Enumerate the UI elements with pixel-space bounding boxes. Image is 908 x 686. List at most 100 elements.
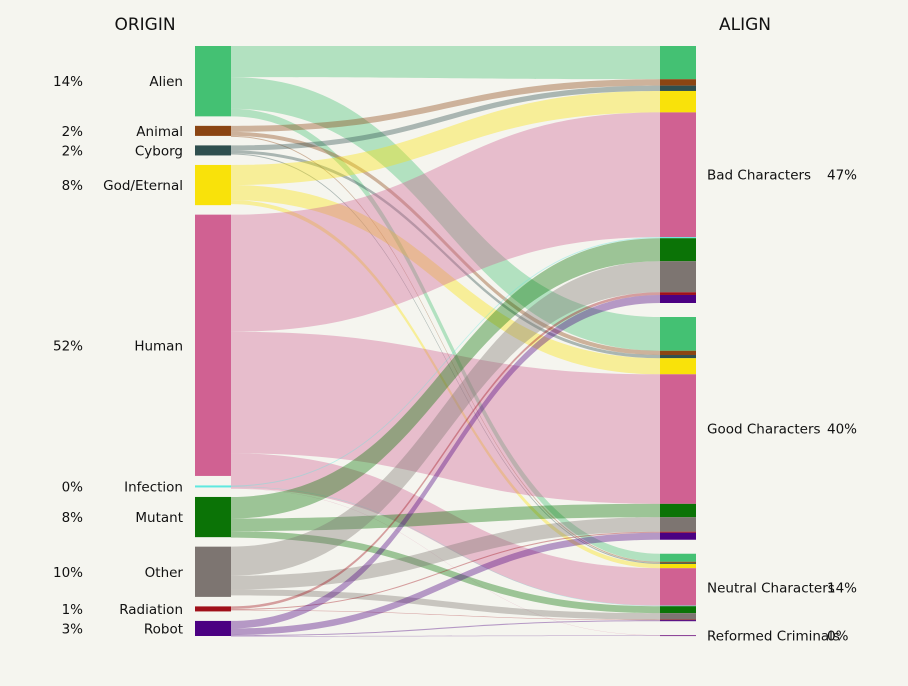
- source-pct-cyborg: 2%: [62, 143, 84, 159]
- flow-god-eternal-to-good-characters: [231, 185, 660, 375]
- flow-mutant-to-bad-characters: [231, 238, 660, 519]
- source-label-mutant: Mutant: [135, 510, 183, 526]
- target-segment-neutral-characters-human: [660, 568, 696, 606]
- node-labels: 14% Alien 2% Animal 2% Cyborg 8% God/Eternal 52%…: [53, 74, 857, 644]
- target-segment-bad-characters-human: [660, 112, 696, 238]
- target-pct-bad-characters: 47%: [827, 168, 857, 184]
- source-label-infection: Infection: [124, 479, 183, 495]
- flow-radiation-to-bad-characters: [231, 292, 660, 609]
- target-segment-bad-characters-god-eternal: [660, 90, 696, 113]
- target-segment-bad-characters-animal: [660, 79, 696, 86]
- target-segment-good-characters-alien: [660, 317, 696, 351]
- target-label-bad-characters: Bad Characters: [707, 168, 811, 184]
- flow-robot-to-good-characters: [231, 532, 660, 635]
- source-pct-other: 10%: [53, 565, 83, 581]
- target-label-neutral-characters: Neutral Characters: [707, 580, 835, 596]
- target-pct-reformed-criminals: 0%: [827, 629, 849, 645]
- flow-human-to-bad-characters: [231, 112, 660, 332]
- flow-mutant-to-good-characters: [231, 503, 660, 532]
- source-pct-alien: 14%: [53, 74, 83, 90]
- source-pct-robot: 3%: [62, 621, 84, 637]
- source-bar-cyborg: [195, 145, 231, 156]
- flow-animal-to-good-characters: [231, 131, 660, 356]
- source-label-radiation: Radiation: [119, 602, 183, 618]
- source-pct-god-eternal: 8%: [62, 178, 84, 194]
- flow-animal-to-neutral-characters: [231, 135, 660, 563]
- flow-alien-to-neutral-characters: [231, 108, 660, 562]
- source-bar-animal: [195, 125, 231, 136]
- target-segment-good-characters-robot: [660, 532, 696, 540]
- flow-god-eternal-to-bad-characters: [231, 90, 660, 186]
- flow-other-to-bad-characters: [231, 261, 660, 576]
- node-bars: [195, 46, 696, 637]
- origin-header: ORIGIN: [114, 15, 175, 35]
- source-bar-robot: [195, 620, 231, 636]
- source-pct-human: 52%: [53, 338, 83, 354]
- target-segment-good-characters-animal: [660, 350, 696, 356]
- source-bar-radiation: [195, 606, 231, 612]
- flow-cyborg-to-neutral-characters: [231, 153, 660, 564]
- source-label-robot: Robot: [144, 621, 183, 637]
- target-segment-neutral-characters-other: [660, 613, 696, 620]
- target-segment-neutral-characters-alien: [660, 553, 696, 562]
- source-bar-infection: [195, 485, 231, 488]
- source-bar-mutant: [195, 496, 231, 538]
- target-segment-bad-characters-mutant: [660, 238, 696, 262]
- align-header: ALIGN: [719, 15, 771, 35]
- target-segment-good-characters-radiation: [660, 531, 696, 533]
- target-segment-neutral-characters-infection: [660, 605, 696, 607]
- flow-god-eternal-to-neutral-characters: [231, 200, 660, 569]
- flow-links: [231, 46, 660, 637]
- flow-mutant-to-neutral-characters: [231, 531, 660, 614]
- source-label-animal: Animal: [136, 124, 183, 140]
- target-segment-neutral-characters-cyborg: [660, 562, 696, 564]
- flow-infection-to-neutral-characters: [231, 486, 660, 607]
- source-label-cyborg: Cyborg: [135, 143, 183, 159]
- flow-human-to-reformed-criminals: [231, 488, 660, 636]
- target-segment-good-characters-human: [660, 374, 696, 504]
- target-segment-neutral-characters-animal: [660, 561, 696, 563]
- flow-radiation-to-good-characters: [231, 531, 660, 610]
- flow-alien-to-bad-characters: [231, 46, 660, 80]
- flow-infection-to-bad-characters: [231, 237, 660, 487]
- source-bar-human: [195, 214, 231, 476]
- target-pct-good-characters: 40%: [827, 421, 857, 437]
- flow-robot-to-neutral-characters: [231, 620, 660, 636]
- target-segment-bad-characters-alien: [660, 46, 696, 80]
- source-bar-alien: [195, 46, 231, 117]
- flow-human-to-neutral-characters: [231, 453, 660, 606]
- target-segment-neutral-characters-god-eternal: [660, 563, 696, 569]
- flow-alien-to-good-characters: [231, 77, 660, 351]
- source-bar-god-eternal: [195, 164, 231, 206]
- flow-radiation-to-neutral-characters: [231, 609, 660, 621]
- source-label-human: Human: [134, 338, 183, 354]
- target-segment-good-characters-other: [660, 517, 696, 532]
- target-segment-good-characters-cyborg: [660, 355, 696, 359]
- target-segment-bad-characters-other: [660, 261, 696, 293]
- source-pct-mutant: 8%: [62, 510, 84, 526]
- target-pct-neutral-characters: 14%: [827, 580, 857, 596]
- flow-other-to-neutral-characters: [231, 589, 660, 620]
- flow-other-to-good-characters: [231, 517, 660, 590]
- flow-cyborg-to-good-characters: [231, 150, 660, 359]
- target-segment-neutral-characters-robot: [660, 620, 696, 622]
- source-label-other: Other: [145, 565, 184, 581]
- source-pct-infection: 0%: [62, 479, 84, 495]
- target-segment-bad-characters-radiation: [660, 292, 696, 295]
- source-label-god-eternal: God/Eternal: [103, 178, 183, 194]
- target-segment-bad-characters-infection: [660, 237, 696, 239]
- target-segment-bad-characters-robot: [660, 294, 696, 304]
- target-label-good-characters: Good Characters: [707, 421, 821, 437]
- target-segment-good-characters-god-eternal: [660, 358, 696, 375]
- source-label-alien: Alien: [149, 74, 183, 90]
- target-segment-neutral-characters-radiation: [660, 619, 696, 621]
- flow-animal-to-bad-characters: [231, 79, 660, 132]
- flow-human-to-good-characters: [231, 331, 660, 504]
- flow-cyborg-to-bad-characters: [231, 85, 660, 151]
- flow-robot-to-reformed-criminals: [231, 635, 660, 637]
- source-pct-animal: 2%: [62, 124, 84, 140]
- target-label-reformed-criminals: Reformed Criminals: [707, 629, 840, 645]
- target-segment-neutral-characters-mutant: [660, 606, 696, 614]
